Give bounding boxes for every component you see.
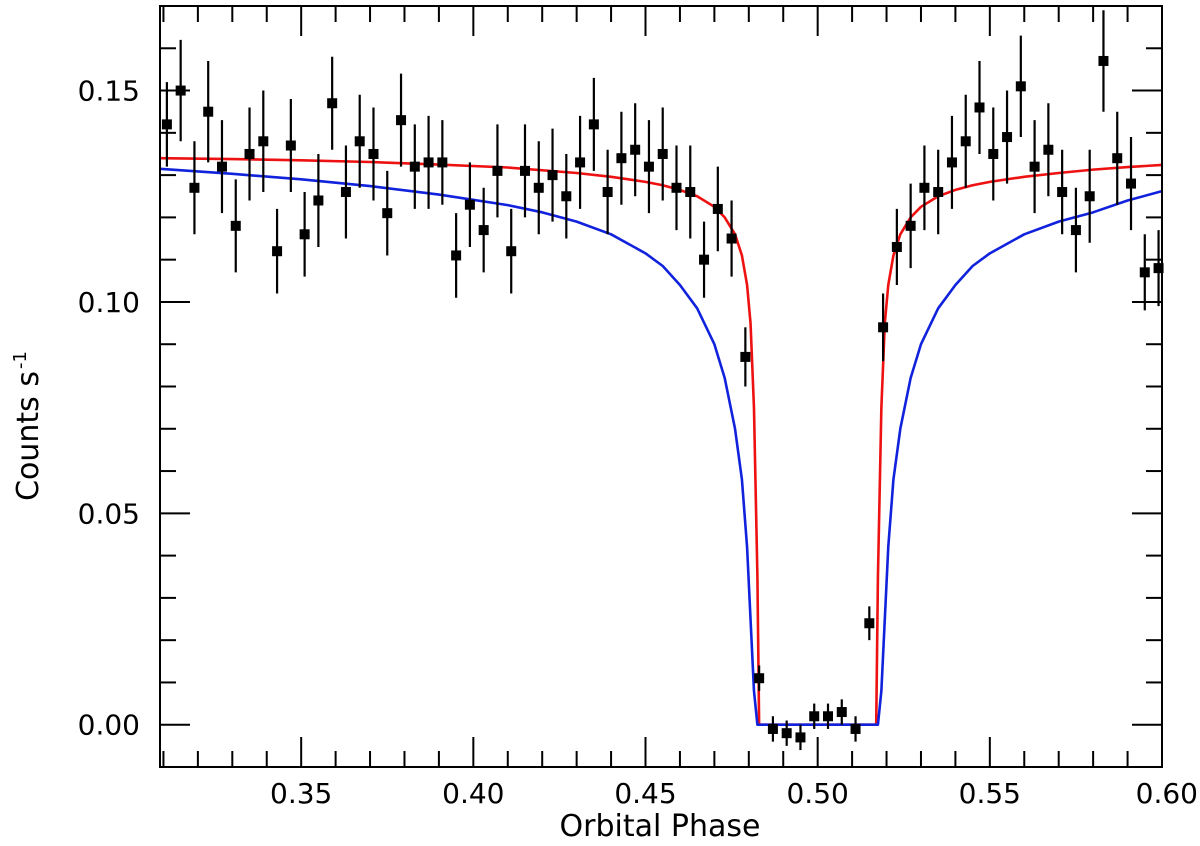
data-point <box>905 220 916 231</box>
data-point <box>781 728 792 739</box>
data-point <box>423 157 434 168</box>
data-point <box>1126 178 1137 189</box>
data-point <box>313 195 324 206</box>
data-point <box>671 182 682 193</box>
data-point <box>354 136 365 147</box>
data-point <box>933 187 944 198</box>
data-point <box>602 187 613 198</box>
data-point <box>657 148 668 159</box>
data-point <box>712 203 723 214</box>
y-axis-title-group: Counts s -1 <box>10 351 46 501</box>
plot-frame <box>159 5 1163 768</box>
y-tick-label: 0.15 <box>78 75 140 108</box>
data-point <box>451 250 462 261</box>
data-point <box>1043 144 1054 155</box>
data-point <box>437 157 448 168</box>
x-tick-label: 0.40 <box>442 777 504 810</box>
data-point <box>1015 81 1026 92</box>
y-tick-label: 0.05 <box>78 497 140 530</box>
data-point <box>699 254 710 265</box>
data-point <box>1029 161 1040 172</box>
data-point <box>864 618 875 629</box>
data-point <box>547 170 558 181</box>
data-point <box>216 161 227 172</box>
data-point <box>272 246 283 257</box>
data-point <box>1057 187 1068 198</box>
data-point <box>230 220 241 231</box>
data-point <box>850 723 861 734</box>
data-point <box>1070 225 1081 236</box>
data-point <box>533 182 544 193</box>
data-point <box>1002 132 1013 143</box>
data-point <box>203 106 214 117</box>
data-point <box>478 225 489 236</box>
data-point <box>616 153 627 164</box>
data-point <box>836 707 847 718</box>
data-point <box>340 187 351 198</box>
series-line-blue-model <box>159 167 1163 727</box>
data-point <box>767 723 778 734</box>
y-axis-title: Counts s -1 <box>10 351 46 501</box>
data-point <box>588 119 599 130</box>
x-axis-title: Orbital Phase <box>560 809 761 844</box>
axis-ticks <box>160 6 1163 767</box>
data-point <box>409 161 420 172</box>
y-tick-label: 0.10 <box>78 286 140 319</box>
data-point <box>740 351 751 362</box>
data-point <box>244 148 255 159</box>
data-point <box>795 732 806 743</box>
x-tick-label: 0.55 <box>959 777 1021 810</box>
data-point <box>575 157 586 168</box>
data-point <box>643 161 654 172</box>
data-point <box>519 165 530 176</box>
data-point <box>506 246 517 257</box>
model-curves <box>159 156 1163 727</box>
data-point <box>754 673 765 684</box>
y-axis-title-superscript: -1 <box>10 351 31 369</box>
data-point <box>1139 267 1150 278</box>
x-tick-label: 0.50 <box>786 777 848 810</box>
data-point <box>396 115 407 126</box>
data-point <box>1098 55 1109 66</box>
axis-tick-labels: 0.35 0.40 0.45 0.50 0.55 0.60 0.00 0.05 0.10 0.15 <box>78 75 1198 810</box>
data-point <box>368 148 379 159</box>
x-tick-label: 0.35 <box>270 777 332 810</box>
data-point <box>919 182 930 193</box>
data-point <box>960 136 971 147</box>
data-point <box>891 241 902 252</box>
data-point <box>492 165 503 176</box>
data-point <box>809 711 820 722</box>
data-point <box>327 98 338 109</box>
series-line-red-model <box>159 156 1163 727</box>
data-point <box>630 144 641 155</box>
data-point <box>685 187 696 198</box>
data-point <box>161 119 172 130</box>
data-point <box>1112 153 1123 164</box>
data-point <box>726 233 737 244</box>
data-point <box>285 140 296 151</box>
data-point <box>988 148 999 159</box>
data-point <box>1084 191 1095 202</box>
data-point <box>974 102 985 113</box>
data-points <box>161 10 1164 751</box>
data-point <box>382 208 393 219</box>
data-point <box>878 322 889 333</box>
data-point <box>823 711 833 722</box>
x-tick-label: 0.60 <box>1136 777 1198 810</box>
y-tick-label: 0.00 <box>78 709 140 742</box>
data-point <box>1153 263 1164 274</box>
x-tick-label: 0.45 <box>614 777 676 810</box>
y-axis-title-text: Counts s <box>11 371 46 501</box>
data-point <box>299 229 310 240</box>
data-point <box>561 191 572 202</box>
data-point <box>464 199 475 210</box>
data-point <box>189 182 200 193</box>
data-point <box>946 157 957 168</box>
data-point <box>258 136 269 147</box>
